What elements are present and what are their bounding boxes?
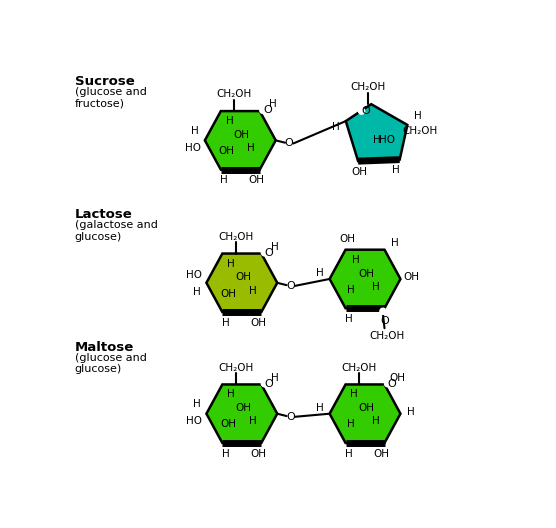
Text: O: O — [380, 316, 389, 326]
Polygon shape — [205, 111, 276, 169]
Text: O: O — [388, 379, 396, 389]
Text: H: H — [271, 373, 278, 382]
Circle shape — [385, 381, 391, 386]
Circle shape — [359, 108, 365, 114]
Text: O: O — [263, 105, 272, 115]
Text: OH: OH — [220, 289, 236, 299]
Polygon shape — [330, 250, 400, 308]
Text: HO: HO — [186, 270, 202, 280]
Circle shape — [380, 308, 386, 314]
Text: OH: OH — [339, 234, 355, 244]
Text: H: H — [227, 259, 235, 269]
Text: OH: OH — [220, 419, 236, 429]
Polygon shape — [330, 384, 400, 443]
Text: H: H — [316, 268, 324, 278]
Text: OH: OH — [235, 272, 251, 282]
Text: O: O — [286, 281, 295, 291]
Text: OH: OH — [234, 130, 250, 140]
Text: H: H — [372, 417, 380, 427]
Text: O: O — [285, 138, 293, 148]
Text: Sucrose: Sucrose — [75, 75, 135, 88]
Text: (glucose and
glucose): (glucose and glucose) — [75, 353, 147, 374]
Text: H: H — [221, 449, 229, 459]
Text: OH: OH — [235, 403, 251, 413]
Text: CH₂OH: CH₂OH — [218, 232, 254, 242]
Text: H: H — [348, 419, 355, 429]
Text: O: O — [286, 412, 295, 422]
Text: H: H — [345, 449, 353, 459]
Circle shape — [261, 250, 267, 256]
Text: Maltose: Maltose — [75, 341, 134, 354]
Text: H: H — [350, 390, 358, 400]
Text: CH₂OH: CH₂OH — [350, 82, 386, 92]
Text: OH: OH — [403, 272, 419, 282]
Text: HO: HO — [186, 417, 202, 427]
Text: H: H — [391, 238, 399, 248]
Text: H: H — [249, 286, 256, 296]
Text: (galactose and
glucose): (galactose and glucose) — [75, 221, 157, 242]
Text: OH: OH — [249, 175, 265, 185]
Text: H: H — [352, 254, 360, 265]
Text: CH₂OH: CH₂OH — [218, 363, 254, 373]
Circle shape — [261, 381, 267, 386]
Text: OH: OH — [374, 449, 389, 459]
Text: H: H — [192, 400, 200, 410]
Text: OH: OH — [359, 403, 375, 413]
Text: H: H — [249, 417, 256, 427]
Text: OH: OH — [250, 318, 266, 328]
Text: H: H — [345, 314, 353, 324]
Text: H: H — [221, 318, 229, 328]
Text: H: H — [392, 165, 400, 175]
Text: HO: HO — [185, 143, 201, 153]
Text: H: H — [226, 116, 234, 126]
Text: H: H — [192, 287, 200, 297]
Text: O: O — [265, 248, 274, 258]
Text: OH: OH — [250, 449, 266, 459]
Text: Lactose: Lactose — [75, 208, 132, 221]
Text: HO: HO — [379, 135, 395, 145]
Text: (glucose and
fructose): (glucose and fructose) — [75, 87, 147, 109]
Text: H: H — [271, 242, 278, 252]
Circle shape — [260, 107, 266, 114]
Polygon shape — [206, 253, 277, 312]
Text: CH₂OH: CH₂OH — [402, 126, 438, 136]
Text: H: H — [269, 99, 277, 109]
Text: H: H — [406, 407, 414, 417]
Text: CH₂OH: CH₂OH — [341, 363, 376, 373]
Text: H: H — [348, 285, 355, 295]
Text: O: O — [265, 379, 274, 389]
Text: H: H — [372, 281, 380, 291]
Text: H: H — [220, 175, 228, 185]
Text: H: H — [414, 111, 421, 121]
Text: OH: OH — [390, 373, 405, 382]
Polygon shape — [346, 104, 408, 161]
Text: OH: OH — [351, 167, 368, 177]
Text: H: H — [373, 135, 380, 145]
Text: OH: OH — [219, 146, 235, 156]
Text: H: H — [191, 126, 198, 136]
Text: CH₂OH: CH₂OH — [216, 89, 252, 99]
Text: H: H — [332, 122, 340, 133]
Text: O: O — [362, 106, 370, 116]
Text: H: H — [316, 402, 324, 412]
Text: CH₂OH: CH₂OH — [369, 331, 404, 341]
Text: H: H — [227, 390, 235, 400]
Text: H: H — [247, 143, 255, 153]
Polygon shape — [206, 384, 277, 443]
Text: OH: OH — [359, 269, 375, 279]
